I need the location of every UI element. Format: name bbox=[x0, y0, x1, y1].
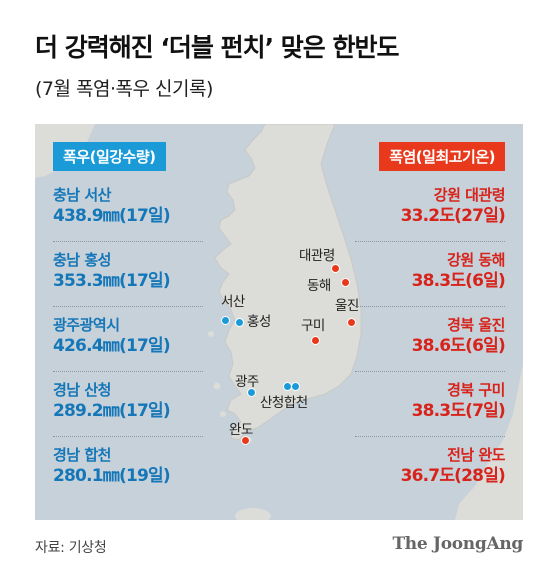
rain-record-item: 경남 산청 289.2㎜(17일) bbox=[53, 380, 203, 445]
map-label-daegwallyeong: 대관령 bbox=[299, 248, 335, 264]
rain-record-region: 경남 합천 bbox=[53, 446, 111, 464]
rain-record-value: 426.4㎜(17일) bbox=[53, 336, 171, 356]
jeju-island bbox=[235, 508, 271, 520]
donghae-marker bbox=[341, 278, 350, 287]
rain-record-value: 289.2㎜(17일) bbox=[53, 401, 171, 421]
map-panel: 폭우(일강수량) 충남 서산 438.9㎜(17일) 충남 홍성 353.3㎜(… bbox=[35, 124, 523, 520]
rain-record-value: 353.3㎜(17일) bbox=[53, 271, 171, 291]
map-label-wando: 완도 bbox=[229, 422, 253, 438]
wando-marker bbox=[241, 436, 250, 445]
heat-record-item: 강원 대관령 33.2도(27일) bbox=[355, 185, 506, 250]
heat-records-column: 폭염(일최고기온) 강원 대관령 33.2도(27일) 강원 동해 38.3도(… bbox=[355, 142, 506, 510]
heat-legend-badge: 폭염(일최고기온) bbox=[379, 142, 505, 171]
heat-record-value: 36.7도(28일) bbox=[400, 466, 506, 486]
hongseong-marker bbox=[235, 318, 244, 327]
heat-record-region: 경북 구미 bbox=[447, 381, 505, 399]
heat-record-item: 강원 동해 38.3도(6일) bbox=[355, 250, 506, 315]
rain-record-region: 광주광역시 bbox=[53, 316, 120, 334]
entry-divider bbox=[53, 371, 203, 372]
publisher-logo: The JoongAng bbox=[392, 534, 523, 554]
gumi-marker bbox=[311, 336, 320, 345]
heat-record-region: 전남 완도 bbox=[447, 446, 505, 464]
heat-record-item: 경북 구미 38.3도(7일) bbox=[355, 380, 506, 445]
map-label-gwangju: 광주 bbox=[235, 374, 259, 390]
rain-record-item: 충남 서산 438.9㎜(17일) bbox=[53, 185, 203, 250]
seosan-marker bbox=[221, 316, 230, 325]
heat-record-region: 강원 대관령 bbox=[433, 186, 506, 204]
heat-record-value: 38.6도(6일) bbox=[411, 336, 506, 356]
entry-divider bbox=[53, 436, 203, 437]
korea-peninsula bbox=[214, 124, 362, 441]
map-label-gumi: 구미 bbox=[301, 318, 325, 334]
entry-divider bbox=[355, 436, 505, 437]
heat-record-region: 강원 동해 bbox=[447, 251, 505, 269]
rain-record-item: 경남 합천 280.1㎜(19일) bbox=[53, 445, 203, 510]
entry-divider bbox=[355, 241, 505, 242]
heat-record-value: 38.3도(7일) bbox=[411, 401, 506, 421]
japan-coast bbox=[455, 364, 523, 520]
entry-divider bbox=[355, 306, 505, 307]
heat-record-item: 전남 완도 36.7도(28일) bbox=[355, 445, 506, 510]
rain-records-column: 폭우(일강수량) 충남 서산 438.9㎜(17일) 충남 홍성 353.3㎜(… bbox=[53, 142, 203, 510]
entry-divider bbox=[355, 371, 505, 372]
heat-record-value: 33.2도(27일) bbox=[400, 206, 506, 226]
page-title: 더 강력해진 ‘더블 펀치’ 맞은 한반도 bbox=[35, 33, 400, 62]
source-credit: 자료: 기상청 bbox=[35, 540, 107, 556]
daegwallyeong-marker bbox=[331, 264, 340, 273]
map-label-seosan: 서산 bbox=[221, 294, 245, 310]
rain-record-item: 광주광역시 426.4㎜(17일) bbox=[53, 315, 203, 380]
page-subtitle: (7월 폭염·폭우 신기록) bbox=[35, 78, 213, 100]
rain-legend-badge: 폭우(일강수량) bbox=[53, 142, 166, 171]
uljin-marker bbox=[347, 318, 356, 327]
map-label-donghae: 동해 bbox=[307, 278, 331, 294]
rain-record-region: 충남 서산 bbox=[53, 186, 111, 204]
rain-record-region: 경남 산청 bbox=[53, 381, 111, 399]
rain-record-region: 충남 홍성 bbox=[53, 251, 111, 269]
rain-record-value: 438.9㎜(17일) bbox=[53, 206, 171, 226]
entry-divider bbox=[53, 241, 203, 242]
hapcheon-marker bbox=[291, 382, 300, 391]
heat-record-value: 38.3도(6일) bbox=[411, 271, 506, 291]
korea-map bbox=[35, 124, 523, 520]
gwangju-marker bbox=[247, 388, 256, 397]
map-label-sancheong-hapcheon: 산청합천 bbox=[260, 395, 308, 411]
rain-record-item: 충남 홍성 353.3㎜(17일) bbox=[53, 250, 203, 315]
entry-divider bbox=[53, 306, 203, 307]
map-label-hongseong: 홍성 bbox=[247, 314, 271, 330]
map-label-uljin: 울진 bbox=[335, 298, 359, 314]
rain-record-value: 280.1㎜(19일) bbox=[53, 466, 171, 486]
heat-record-item: 경북 울진 38.6도(6일) bbox=[355, 315, 506, 380]
heat-record-region: 경북 울진 bbox=[447, 316, 505, 334]
